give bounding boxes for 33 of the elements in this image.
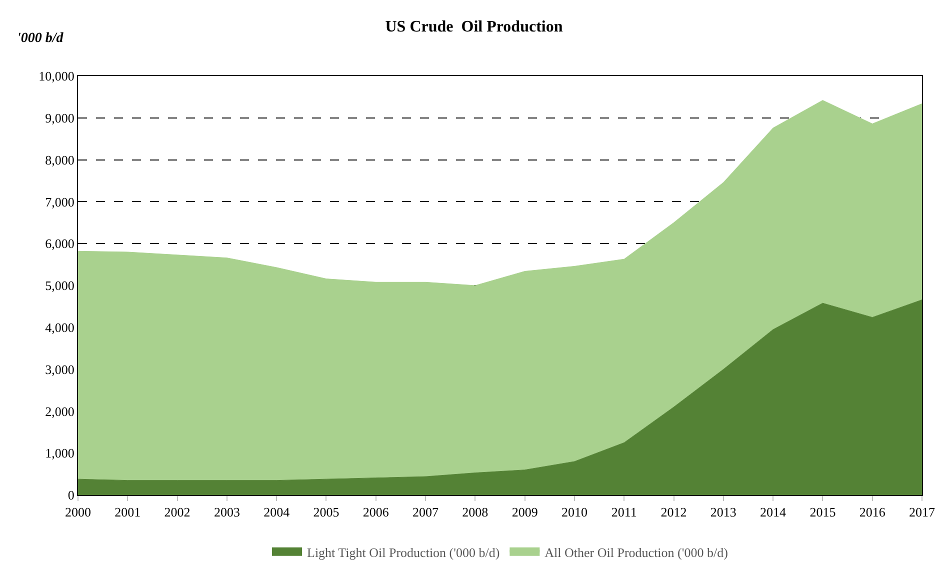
y-tick-label: 3,000: [45, 362, 74, 377]
y-tick-label: 2,000: [45, 404, 74, 419]
x-tick-label: 2010: [561, 504, 588, 520]
x-tick-label: 2016: [859, 504, 886, 520]
x-tick-label: 2014: [760, 504, 787, 520]
x-tick-label: 2013: [710, 504, 736, 520]
legend-label: All Other Oil Production ('000 b/d): [544, 544, 728, 560]
y-tick-label: 5,000: [45, 278, 74, 294]
y-tick-label: 4,000: [45, 320, 74, 335]
x-tick-label: 2012: [660, 504, 687, 520]
x-tick-label: 2007: [412, 504, 440, 520]
x-tick-label: 2017: [909, 504, 936, 520]
y-tick-label: 8,000: [45, 152, 74, 168]
x-tick-label: 2006: [362, 504, 390, 520]
x-tick-label: 2002: [164, 504, 190, 520]
y-tick-label: 9,000: [45, 110, 74, 126]
y-tick-label: 6,000: [45, 236, 74, 252]
x-tick-label: 2011: [611, 504, 637, 520]
x-tick-label: 2015: [810, 504, 836, 520]
y-axis-title: '000 b/d: [17, 31, 64, 46]
chart-title: US Crude Oil Production: [385, 18, 563, 36]
x-tick-label: 2001: [114, 504, 141, 520]
y-tick-label: 1,000: [45, 446, 74, 461]
y-tick-label: 10,000: [38, 68, 74, 84]
y-tick-label: 0: [68, 488, 74, 503]
x-tick-label: 2009: [512, 504, 538, 520]
x-tick-label: 2005: [313, 504, 340, 520]
legend-label: Light Tight Oil Production ('000 b/d): [307, 544, 500, 560]
x-tick-label: 2004: [264, 504, 290, 520]
y-tick-label: 7,000: [45, 194, 74, 210]
x-tick-label: 2008: [462, 504, 488, 520]
x-tick-label: 2000: [65, 504, 91, 520]
x-tick-label: 2003: [214, 504, 240, 520]
